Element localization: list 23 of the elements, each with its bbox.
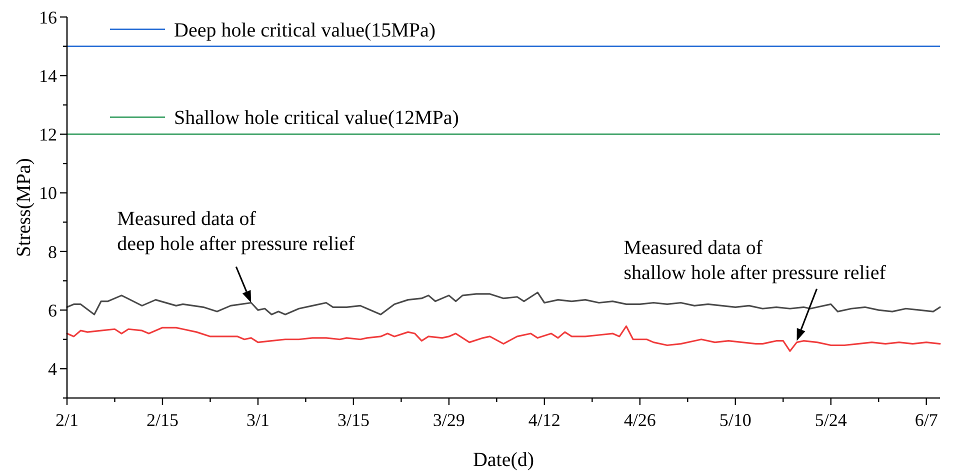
x-tick-label: 4/12 <box>528 410 560 430</box>
y-tick-label: 14 <box>39 66 57 86</box>
x-tick-label: 5/10 <box>719 410 752 430</box>
y-tick-label: 10 <box>39 183 57 204</box>
y-tick-label: 8 <box>48 242 57 262</box>
x-tick-label: 4/26 <box>624 410 656 430</box>
ref-line-label: Shallow hole critical value(12MPa) <box>174 107 459 130</box>
y-tick-label: 6 <box>48 300 57 320</box>
annotation: Measured data of shallow hole after pressure relief <box>624 236 886 284</box>
x-tick-label: 5/24 <box>814 410 847 430</box>
y-tick-label: 4 <box>48 358 57 379</box>
y-tick-label: 12 <box>39 124 57 145</box>
x-axis-title: Date(d) <box>472 449 534 471</box>
x-tick-label: 3/29 <box>432 410 465 430</box>
x-tick-label: 3/15 <box>337 410 370 430</box>
x-tick-label: 6/7 <box>914 410 938 430</box>
ref-line-label: Deep hole critical value(15MPa) <box>174 19 436 42</box>
x-tick-label: 2/15 <box>146 410 178 430</box>
y-axis-title: Stress(MPa) <box>13 158 35 257</box>
x-tick-label: 3/1 <box>246 410 270 430</box>
y-tick-label: 16 <box>39 7 57 28</box>
annotation: Measured data of deep hole after pressure relief <box>117 208 356 255</box>
x-tick-label: 2/1 <box>55 410 79 430</box>
